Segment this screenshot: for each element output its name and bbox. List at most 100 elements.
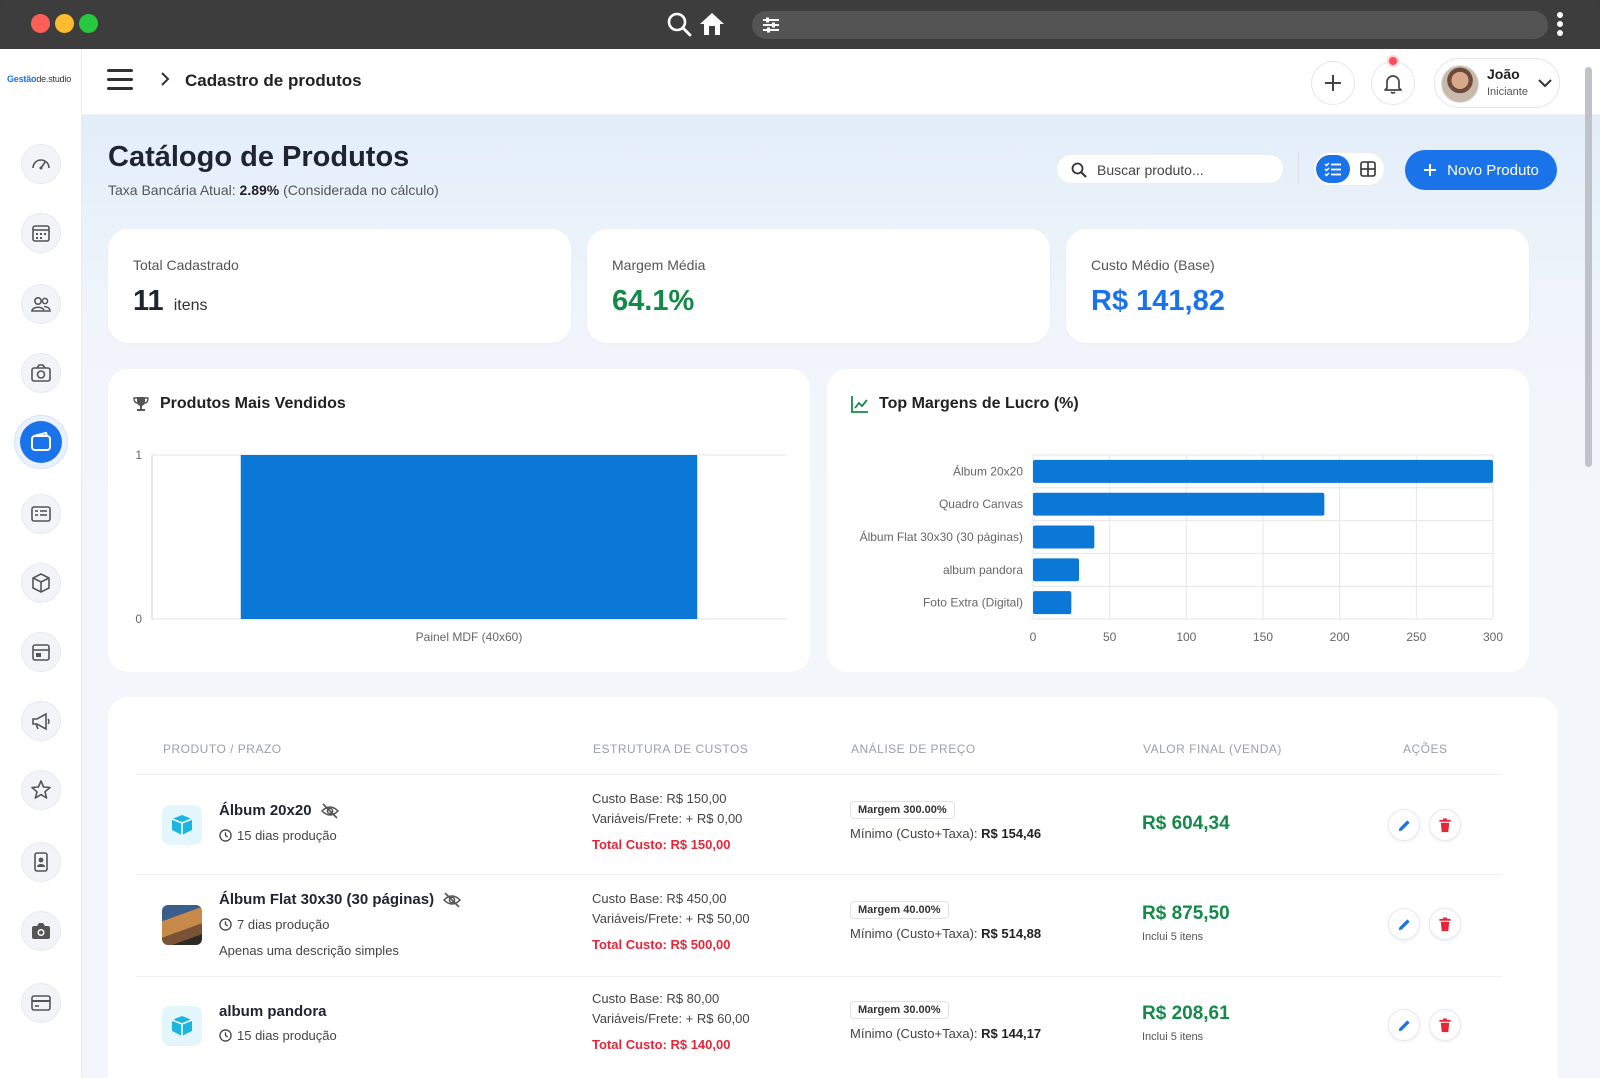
pencil-icon [1398,819,1410,831]
home-icon[interactable] [698,11,726,37]
final-price: R$ 875,50 [1142,903,1230,924]
add-button[interactable] [1311,61,1355,105]
final-price: R$ 208,61 [1142,1003,1230,1024]
search-box[interactable] [1056,154,1284,184]
close-window-button[interactable] [31,14,50,33]
sidebar-item-contacts[interactable] [21,842,61,882]
box-icon [32,573,50,593]
scrollbar-thumb[interactable] [1585,67,1592,467]
bar [240,455,698,619]
calendar-icon [32,225,50,242]
sidebar-item-calendar[interactable] [21,213,61,253]
sidebar-item-clients[interactable] [21,284,61,324]
search-icon [1071,162,1087,178]
user-menu[interactable]: João Iniciante [1434,58,1560,108]
trash-icon [1439,1017,1451,1032]
pencil-icon [1398,918,1410,930]
sidebar-item-reviews[interactable] [21,770,61,810]
hamburger-menu-icon[interactable] [107,69,133,91]
delete-button[interactable] [1429,809,1461,841]
list-check-icon [1324,162,1341,177]
stat-value: 11 itens [133,285,208,317]
edit-button[interactable] [1388,809,1420,841]
scrollbar[interactable] [1582,49,1594,1078]
sidebar-item-sessions[interactable] [21,353,61,393]
trash-icon [1439,817,1451,832]
gauge-icon [32,159,50,170]
product-name[interactable]: Álbum 20x20 [219,802,340,819]
table-row[interactable]: album pandora 15 dias produção Custo Bas… [136,976,1502,1076]
grid-view-button[interactable] [1352,155,1384,183]
final-price: R$ 604,34 [1142,813,1230,834]
minimize-window-button[interactable] [55,14,74,33]
table-row[interactable]: Álbum Flat 30x30 (30 páginas) 7 dias pro… [136,874,1502,974]
product-name[interactable]: album pandora [219,1003,327,1020]
list-view-button[interactable] [1316,155,1350,183]
product-name[interactable]: Álbum Flat 30x30 (30 páginas) [219,891,462,908]
top-margins-chart-card: Top Margens de Lucro (%) 0 50 100 150 200 250… [827,369,1529,672]
stat-value: R$ 141,82 [1091,285,1225,317]
edit-button[interactable] [1388,1009,1420,1041]
bar [1033,591,1072,615]
agenda-icon [32,644,50,661]
trending-up-icon [851,396,868,413]
top-margins-chart: 0 50 100 150 200 250 300 Álbum 20x20 Quadro Canv… [860,454,1503,644]
x-tick-label: 50 [1103,630,1117,644]
x-tick-label: 0 [1030,630,1037,644]
camera-filled-icon [32,923,50,939]
search-input[interactable] [1097,160,1277,180]
users-icon [31,297,51,312]
sidebar-item-gallery[interactable] [21,911,61,951]
stat-value: 64.1% [612,285,695,317]
stat-card-avg-cost: Custo Médio (Base) R$ 141,82 [1066,229,1529,343]
edit-button[interactable] [1388,908,1420,940]
product-description: Apenas uma descrição simples [219,943,399,958]
margin-badge: Margem 40.00% [850,901,949,919]
breadcrumb: Cadastro de produtos [185,71,362,90]
sidebar-item-dashboard[interactable] [21,144,61,184]
delete-button[interactable] [1429,1009,1461,1041]
cost-structure: Custo Base: R$ 150,00 Variáveis/Frete: +… [592,791,743,852]
id-card-icon [31,506,51,522]
clock-icon [219,1029,232,1042]
column-header: ESTRUTURA DE CUSTOS [593,742,749,756]
plus-icon [1325,75,1341,91]
page-title: Catálogo de Produtos [108,141,410,173]
eye-off-icon [443,891,462,908]
notification-badge [1387,55,1399,67]
search-icon[interactable] [666,11,692,37]
column-header: PRODUTO / PRAZO [163,742,282,756]
sliders-icon[interactable] [762,16,780,34]
maximize-window-button[interactable] [79,14,98,33]
x-tick-label: 250 [1406,630,1426,644]
credit-card-icon [31,995,51,1011]
notifications-button[interactable] [1371,61,1415,105]
new-product-button[interactable]: Novo Produto [1405,150,1557,190]
address-bar[interactable] [752,11,1548,39]
y-tick-label: Foto Extra (Digital) [923,596,1023,610]
pencil-icon [1398,1019,1410,1031]
sidebar-item-contracts[interactable] [21,494,61,534]
sidebar-item-marketing[interactable] [21,701,61,741]
sidebar-item-payments[interactable] [21,983,61,1023]
browser-chrome [0,0,1600,49]
x-tick-label: 100 [1176,630,1196,644]
contact-book-icon [34,852,48,872]
y-tick-label: 0 [135,612,142,626]
kebab-menu-icon[interactable] [1556,12,1564,38]
main-content: Catálogo de Produtos Taxa Bancária Atual… [82,115,1600,1078]
y-tick-label: 1 [135,448,142,462]
y-tick-label: Álbum Flat 30x30 (30 páginas) [860,529,1023,544]
column-header: VALOR FINAL (VENDA) [1143,742,1282,756]
sidebar-item-products[interactable] [14,415,68,469]
delete-button[interactable] [1429,908,1461,940]
sidebar-item-agenda[interactable] [21,632,61,672]
table-row[interactable]: Álbum 20x20 15 dias produção Custo Base:… [136,774,1502,874]
camera-icon [31,364,51,382]
cost-structure: Custo Base: R$ 450,00 Variáveis/Frete: +… [592,891,750,952]
box-icon [171,1016,193,1036]
sidebar-item-inventory[interactable] [21,563,61,603]
app-logo[interactable]: Gestãode.studio [7,74,72,84]
stat-label: Custo Médio (Base) [1091,257,1215,273]
grid-icon [1360,161,1376,177]
